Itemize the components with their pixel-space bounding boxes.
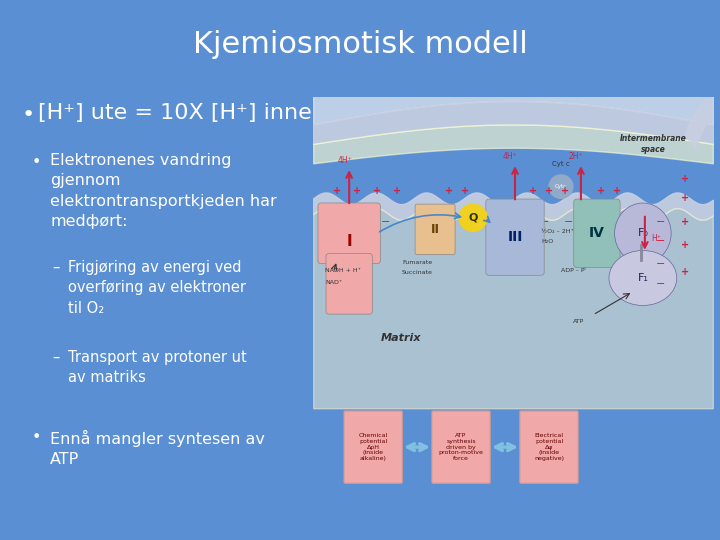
Text: Transport av protoner ut
av matriks: Transport av protoner ut av matriks (68, 350, 247, 386)
Text: –: – (52, 350, 59, 365)
Text: Ennå mangler syntesen av
ATP: Ennå mangler syntesen av ATP (50, 430, 265, 468)
Text: H₂O: H₂O (541, 239, 553, 244)
FancyBboxPatch shape (520, 411, 578, 483)
Text: I: I (346, 234, 352, 248)
Text: ½O₂ – 2H⁺: ½O₂ – 2H⁺ (541, 230, 574, 234)
Text: +: + (681, 217, 689, 227)
Text: 4H⁺: 4H⁺ (337, 156, 352, 165)
Text: +: + (681, 174, 689, 184)
Text: −: − (420, 217, 430, 227)
Text: •: • (22, 105, 35, 125)
Text: H⁺: H⁺ (651, 234, 661, 243)
Text: 2H⁺: 2H⁺ (569, 152, 584, 161)
Text: Succinate: Succinate (402, 270, 433, 275)
Text: IV: IV (589, 226, 605, 240)
FancyBboxPatch shape (615, 203, 671, 264)
Text: +: + (353, 186, 361, 195)
Text: −: − (604, 217, 613, 227)
Text: +: + (333, 186, 341, 195)
Text: +: + (545, 186, 553, 195)
Text: ATP: ATP (573, 319, 584, 324)
FancyBboxPatch shape (415, 204, 455, 255)
Text: NADH + H⁺: NADH + H⁺ (325, 268, 361, 273)
Circle shape (459, 204, 487, 231)
Text: 4H⁺: 4H⁺ (503, 152, 518, 161)
Text: [H⁺] ute = 10X [H⁺] inne: [H⁺] ute = 10X [H⁺] inne (38, 103, 312, 123)
Text: Intermembrane
space: Intermembrane space (619, 134, 686, 153)
Text: Q: Q (468, 213, 478, 222)
Text: NAD⁺: NAD⁺ (325, 280, 342, 285)
Text: −: − (380, 217, 390, 227)
Circle shape (549, 175, 573, 198)
Text: Frigjøring av energi ved
overføring av elektroner
til O₂: Frigjøring av energi ved overføring av e… (68, 260, 246, 316)
Text: +: + (461, 186, 469, 195)
Text: −: − (656, 236, 665, 246)
FancyBboxPatch shape (609, 251, 677, 306)
FancyBboxPatch shape (326, 253, 372, 314)
Text: Fumarate: Fumarate (402, 260, 432, 266)
Text: +: + (681, 193, 689, 203)
Text: Kjemiosmotisk modell: Kjemiosmotisk modell (193, 30, 527, 59)
FancyBboxPatch shape (574, 199, 620, 267)
Text: −: − (564, 217, 574, 227)
Text: −: − (656, 217, 665, 227)
Text: ADP – Pᴵ: ADP – Pᴵ (561, 268, 585, 273)
Text: +: + (529, 186, 537, 195)
Polygon shape (685, 97, 720, 449)
Text: +: + (613, 186, 621, 195)
Text: •: • (32, 155, 41, 170)
Text: –: – (52, 260, 59, 275)
Text: •: • (32, 430, 41, 445)
Text: +: + (561, 186, 569, 195)
Text: +: + (393, 186, 401, 195)
Text: II: II (431, 223, 440, 236)
Text: −: − (656, 279, 665, 289)
Text: III: III (508, 230, 523, 244)
FancyBboxPatch shape (486, 199, 544, 275)
Text: F₁: F₁ (637, 273, 648, 283)
Text: +: + (681, 240, 689, 250)
FancyBboxPatch shape (344, 411, 402, 483)
Text: −: − (460, 217, 469, 227)
Text: Cyt c: Cyt c (552, 161, 570, 167)
Text: −: − (540, 217, 549, 227)
Text: Electrical
potential
Δψ
(inside
negative): Electrical potential Δψ (inside negative… (534, 433, 564, 461)
Text: +: + (597, 186, 605, 195)
Text: +: + (373, 186, 381, 195)
Text: F₀: F₀ (637, 228, 648, 238)
Text: Matrix: Matrix (381, 333, 421, 343)
Text: Elektronenes vandring
gjennom
elektrontransportkjeden har
medфørt:: Elektronenes vandring gjennom elektrontr… (50, 153, 276, 229)
Text: +: + (445, 186, 453, 195)
Text: +: + (681, 267, 689, 277)
Text: Chemical
potential
ΔpH
(inside
alkaline): Chemical potential ΔpH (inside alkaline) (359, 433, 388, 461)
FancyBboxPatch shape (318, 203, 380, 264)
Text: ATP
synthesis
driven by
proton-motive
force: ATP synthesis driven by proton-motive fo… (438, 433, 484, 461)
Text: −: − (656, 259, 665, 269)
Text: Cytc: Cytc (555, 184, 567, 189)
FancyBboxPatch shape (432, 411, 490, 483)
